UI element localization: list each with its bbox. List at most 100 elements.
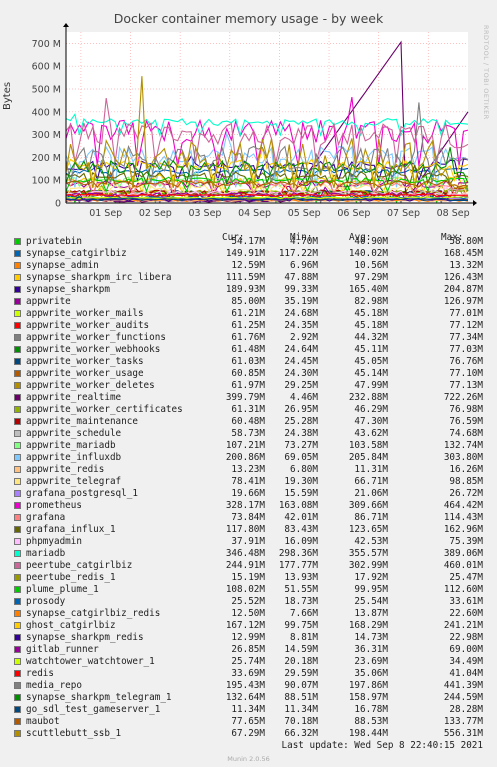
legend-series-name: synapse_admin bbox=[26, 260, 99, 271]
rrdtool-watermark: RRDTOOL / TOBI OETIKER bbox=[482, 25, 490, 120]
legend-series-name: appwrite_worker_functions bbox=[26, 332, 166, 343]
legend-value-min: 117.22M bbox=[278, 248, 318, 259]
legend-value-avg: 99.95M bbox=[354, 584, 388, 595]
legend-value-avg: 232.88M bbox=[348, 392, 388, 403]
legend-value-cur: 78.41M bbox=[231, 476, 265, 487]
legend-value-max: 26.72M bbox=[449, 488, 483, 499]
legend-value-max: 303.80M bbox=[443, 452, 483, 463]
y-tick-label: 500 M bbox=[32, 85, 61, 96]
legend-swatch bbox=[14, 418, 21, 425]
legend-swatch bbox=[14, 610, 21, 617]
legend-value-max: 13.32M bbox=[449, 260, 483, 271]
legend-swatch bbox=[14, 502, 21, 509]
legend-value-cur: 244.91M bbox=[225, 560, 265, 571]
legend-value-cur: 107.21M bbox=[225, 440, 265, 451]
legend-value-max: 98.85M bbox=[449, 476, 483, 487]
legend-swatch bbox=[14, 682, 21, 689]
legend-value-max: 58.80M bbox=[449, 236, 483, 247]
legend-row: appwrite_worker_tasks 61.03M 24.45M 45.05M 7… bbox=[0, 356, 497, 368]
legend-value-cur: 12.59M bbox=[231, 260, 265, 271]
legend-value-avg: 197.86M bbox=[348, 680, 388, 691]
chart-title: Docker container memory usage - by week bbox=[113, 11, 384, 26]
legend-row: appwrite_schedule 58.73M 24.38M 43.62M 74.68… bbox=[0, 428, 497, 440]
legend-series-name: phpmyadmin bbox=[26, 536, 82, 547]
legend-swatch bbox=[14, 334, 21, 341]
legend-value-cur: 77.65M bbox=[231, 716, 265, 727]
legend-series-name: appwrite_redis bbox=[26, 464, 105, 475]
legend-value-min: 24.68M bbox=[284, 308, 318, 319]
legend-value-max: 204.87M bbox=[443, 284, 483, 295]
x-tick-label: 07 Sep bbox=[387, 208, 420, 219]
x-tick-label: 05 Sep bbox=[288, 208, 321, 219]
legend-value-min: 42.01M bbox=[284, 512, 318, 523]
legend-swatch bbox=[14, 262, 21, 269]
legend-row: watchtower_watchtower_1 25.74M 20.18M 23.69… bbox=[0, 656, 497, 668]
legend-row: redis 33.69M 29.59M 35.06M 41.04M bbox=[0, 668, 497, 680]
y-tick-label: 600 M bbox=[32, 62, 61, 73]
legend-value-cur: 132.64M bbox=[225, 692, 265, 703]
legend-value-cur: 37.91M bbox=[231, 536, 265, 547]
legend-value-cur: 19.66M bbox=[231, 488, 265, 499]
legend-row: go_sdl_test_gameserver_1 11.34M 11.34M 16.7… bbox=[0, 704, 497, 716]
legend-value-avg: 140.02M bbox=[348, 248, 388, 259]
legend-value-max: 28.28M bbox=[449, 704, 483, 715]
y-tick-label: 400 M bbox=[32, 107, 61, 118]
legend-value-cur: 58.73M bbox=[231, 428, 265, 439]
legend-value-max: 77.03M bbox=[449, 344, 483, 355]
legend-swatch bbox=[14, 466, 21, 473]
legend-value-cur: 11.34M bbox=[231, 704, 265, 715]
legend-value-cur: 117.80M bbox=[225, 524, 265, 535]
legend-value-avg: 165.40M bbox=[348, 284, 388, 295]
legend-row: appwrite_worker_audits 61.25M 24.35M 45.18M… bbox=[0, 320, 497, 332]
legend-row: appwrite_maintenance 60.48M 25.28M 47.30M 76… bbox=[0, 416, 497, 428]
legend-value-max: 77.13M bbox=[449, 380, 483, 391]
legend-row: appwrite 85.00M 35.19M 82.98M 126.97M bbox=[0, 296, 497, 308]
legend-value-cur: 54.17M bbox=[231, 236, 265, 247]
legend-swatch bbox=[14, 298, 21, 305]
legend-value-cur: 85.00M bbox=[231, 296, 265, 307]
legend-swatch bbox=[14, 370, 21, 377]
legend-value-avg: 43.62M bbox=[354, 428, 388, 439]
legend-row: prometheus 328.17M 163.08M 309.66M 464.42M bbox=[0, 500, 497, 512]
legend-row: peertube_redis_1 15.19M 13.93M 17.92M 25.47M bbox=[0, 572, 497, 584]
legend-header: Cur: bbox=[222, 232, 245, 243]
legend-value-avg: 309.66M bbox=[348, 500, 388, 511]
legend-row: appwrite_worker_deletes 61.97M 29.25M 47.99… bbox=[0, 380, 497, 392]
legend-swatch bbox=[14, 274, 21, 281]
legend-value-avg: 86.71M bbox=[354, 512, 388, 523]
legend-series-name: maubot bbox=[26, 716, 60, 727]
legend-swatch bbox=[14, 574, 21, 581]
legend-value-min: 26.95M bbox=[284, 404, 318, 415]
legend-swatch bbox=[14, 490, 21, 497]
legend-row: privatebin 54.17M 4.70M 40.90M 58.80M bbox=[0, 236, 497, 248]
legend-value-min: 99.75M bbox=[284, 620, 318, 631]
legend-value-avg: 45.18M bbox=[354, 308, 388, 319]
legend-row: appwrite_worker_webhooks 61.48M 24.64M 45.1… bbox=[0, 344, 497, 356]
legend-value-min: 47.88M bbox=[284, 272, 318, 283]
x-tick-label: 01 Sep bbox=[89, 208, 122, 219]
x-tick-label: 04 Sep bbox=[238, 208, 271, 219]
legend-row: peertube_catgirlbiz 244.91M 177.77M 302.99M… bbox=[0, 560, 497, 572]
legend-value-avg: 35.06M bbox=[354, 668, 388, 679]
legend-value-cur: 149.91M bbox=[225, 248, 265, 259]
legend-series-name: plume_plume_1 bbox=[26, 584, 99, 595]
legend-series-name: synapse_sharkpm_redis bbox=[26, 632, 144, 643]
legend-value-max: 441.39M bbox=[443, 680, 483, 691]
legend-value-min: 29.25M bbox=[284, 380, 318, 391]
legend-value-max: 76.98M bbox=[449, 404, 483, 415]
legend-value-min: 13.93M bbox=[284, 572, 318, 583]
legend-series-name: appwrite bbox=[26, 296, 71, 307]
legend-value-avg: 44.32M bbox=[354, 332, 388, 343]
legend-series-name: grafana bbox=[26, 512, 66, 523]
legend-value-max: 77.10M bbox=[449, 368, 483, 379]
legend-value-min: 83.43M bbox=[284, 524, 318, 535]
legend-row: gitlab_runner 26.85M 14.59M 36.31M 69.00M bbox=[0, 644, 497, 656]
legend-series-name: scuttlebutt_ssb_1 bbox=[26, 728, 122, 739]
legend-value-cur: 61.25M bbox=[231, 320, 265, 331]
legend-value-min: 24.30M bbox=[284, 368, 318, 379]
legend-value-cur: 73.84M bbox=[231, 512, 265, 523]
legend-value-cur: 61.48M bbox=[231, 344, 265, 355]
legend-series-name: privatebin bbox=[26, 236, 82, 247]
series-line-grafana-influx-1 bbox=[65, 164, 469, 186]
y-tick-label: 700 M bbox=[32, 39, 61, 50]
